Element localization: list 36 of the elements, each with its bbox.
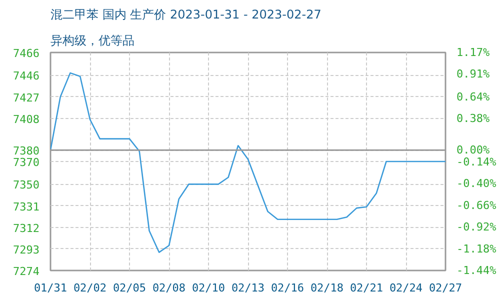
y-tick-label: 7274 [13, 265, 40, 278]
x-tick-label: 02/13 [231, 282, 265, 294]
y-tick-label: 7350 [13, 178, 40, 192]
y-tick-label: 7380 [13, 144, 40, 158]
y2-tick-label: 0.64% [456, 90, 490, 104]
chart-subtitle: 异构级，优等品 [50, 34, 134, 48]
y2-tick-label: 0.38% [456, 112, 490, 125]
x-tick-label: 02/08 [152, 282, 186, 294]
x-tick-label: 02/21 [350, 282, 384, 294]
y2-tick-label: -1.18% [456, 242, 497, 256]
y2-tick-label: 1.17% [456, 46, 490, 59]
y-tick-label: 7408 [13, 112, 40, 126]
y-tick-label: 7293 [13, 243, 40, 256]
x-tick-label: 01/31 [34, 282, 68, 294]
y2-tick-label: -0.14% [456, 155, 497, 168]
y-tick-label: 7331 [13, 200, 40, 214]
y2-tick-label: -0.66% [456, 198, 497, 212]
x-tick-label: 02/02 [73, 282, 107, 294]
y-tick-label: 7466 [13, 47, 40, 60]
chart-title: 混二甲苯 国内 生产价 2023-01-31 - 2023-02-27 [50, 8, 322, 22]
y-tick-label: 7427 [13, 91, 40, 104]
x-tick-label: 02/24 [389, 282, 423, 294]
y-tick-label: 7370 [13, 156, 40, 169]
x-tick-label: 02/27 [428, 282, 462, 294]
x-tick-label: 02/10 [192, 282, 226, 294]
y2-tick-label: 0.00% [456, 144, 490, 157]
y2-tick-label: -1.44% [456, 264, 497, 277]
x-tick-label: 02/16 [270, 282, 304, 294]
y2-tick-label: -0.40% [456, 177, 497, 190]
y2-tick-label: 0.91% [456, 68, 490, 81]
x-tick-label: 02/05 [112, 282, 146, 294]
y2-tick-label: -0.92% [456, 220, 497, 234]
x-tick-label: 02/18 [310, 282, 344, 294]
y-tick-label: 7312 [13, 222, 40, 235]
y-tick-label: 7446 [13, 70, 40, 83]
line-series [50, 72, 446, 253]
